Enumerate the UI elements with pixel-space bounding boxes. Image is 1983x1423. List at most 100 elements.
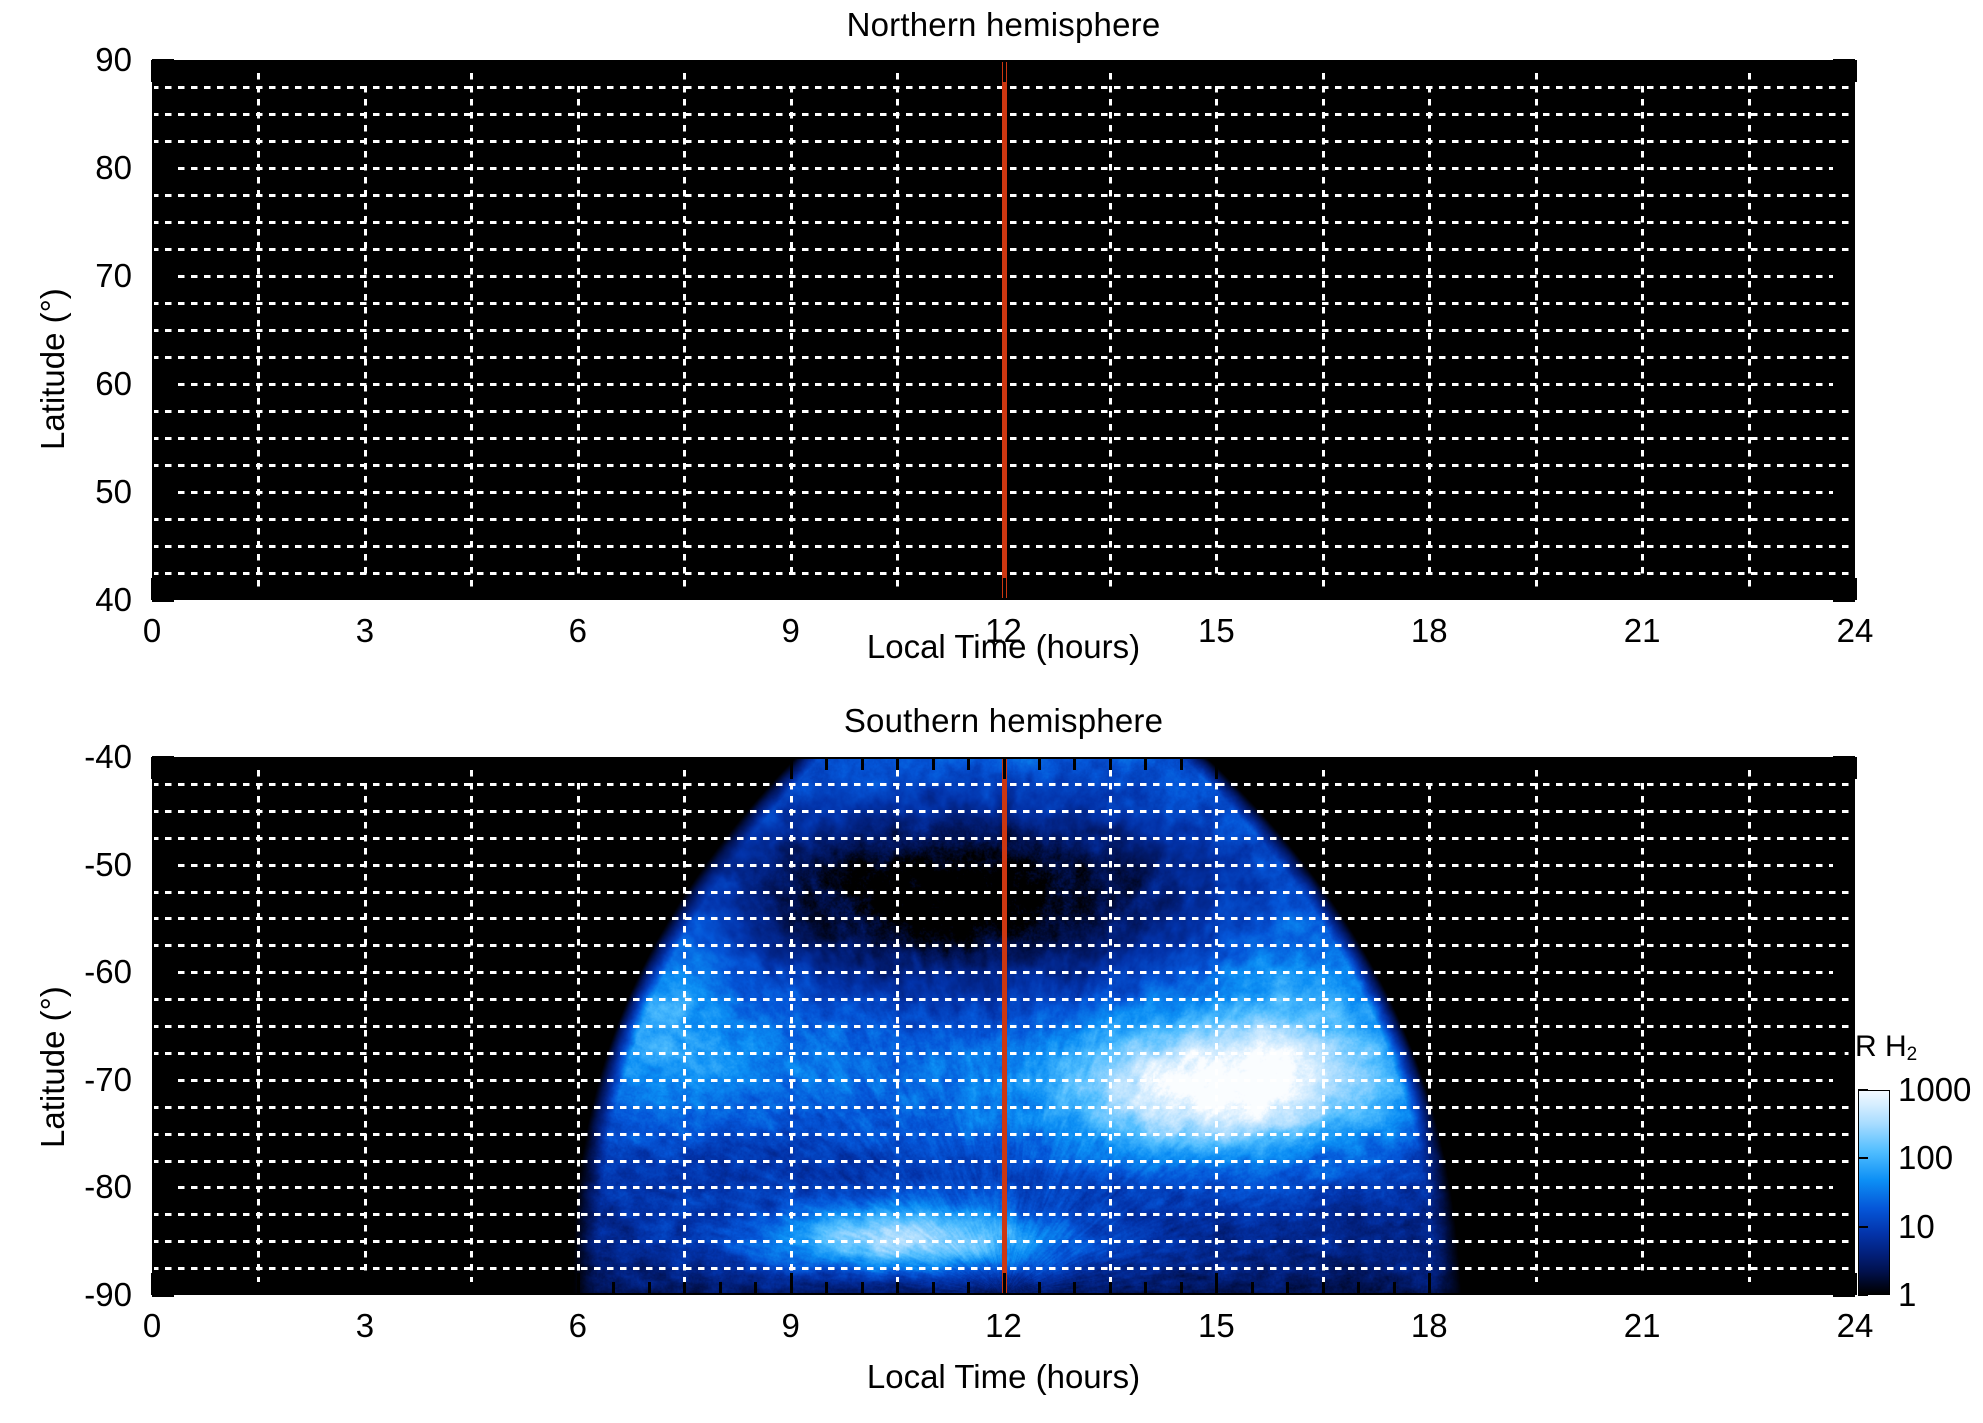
tick-y-minor: [152, 777, 165, 781]
tick-y-minor: [152, 799, 165, 803]
tick-x-minor: [967, 60, 971, 73]
tick-y-minor: [152, 123, 165, 127]
tick-x-minor: [612, 60, 616, 73]
tick-y-minor: [152, 1229, 165, 1233]
tick-x-minor: [257, 757, 261, 770]
tick-x-minor: [1250, 60, 1254, 73]
tick-x-major: [1002, 1273, 1006, 1295]
tick-x-minor: [1534, 757, 1538, 770]
colorbar-title-text: kR H: [1840, 1030, 1907, 1063]
tick-x-minor: [1357, 60, 1361, 73]
tick-y-minor: [1842, 512, 1855, 516]
tick-x-major: [1428, 578, 1432, 600]
tick-x-minor: [292, 1282, 296, 1295]
tick-x-major: [576, 578, 580, 600]
tick-x-minor: [931, 587, 935, 600]
gridline-vertical: [789, 60, 793, 600]
tick-y-minor: [1842, 188, 1855, 192]
tick-y-minor: [152, 426, 165, 430]
tick-x-minor: [1463, 587, 1467, 600]
tick-x-minor: [1144, 757, 1148, 770]
tick-x-minor: [434, 587, 438, 600]
tick-x-minor: [399, 587, 403, 600]
tick-x-minor: [1286, 587, 1290, 600]
colorbar-tick-label: 1000: [1898, 1071, 1972, 1108]
tick-y-minor: [1842, 469, 1855, 473]
colorbar-title: kR H2: [1840, 1030, 1917, 1066]
tick-x-major: [1215, 60, 1219, 82]
tick-x-minor: [754, 757, 758, 770]
tick-x-minor: [1499, 60, 1503, 73]
tick-y-minor: [1842, 145, 1855, 149]
tick-x-minor: [1676, 587, 1680, 600]
tick-x-major: [789, 1273, 793, 1295]
gridline-vertical: [1534, 60, 1538, 600]
gridline-vertical: [1641, 60, 1645, 600]
tick-y-major: [1833, 1294, 1855, 1297]
tick-y-minor: [1842, 820, 1855, 824]
tick-x-minor: [1179, 1282, 1183, 1295]
tick-x-minor: [292, 60, 296, 73]
tick-x-minor: [967, 757, 971, 770]
tick-x-minor: [1712, 1282, 1716, 1295]
tick-y-minor: [1842, 928, 1855, 932]
panel-title-north: Northern hemisphere: [846, 6, 1161, 43]
tick-y-major: [152, 491, 174, 494]
tick-y-major: [1833, 756, 1855, 759]
gridline-vertical: [576, 60, 580, 600]
tick-y-minor: [1842, 123, 1855, 127]
tick-x-minor: [1747, 60, 1751, 73]
tick-x-minor: [683, 1282, 687, 1295]
tick-x-major: [1641, 757, 1645, 779]
tick-x-minor: [612, 587, 616, 600]
tick-y-minor: [1842, 1100, 1855, 1104]
tick-x-major: [1002, 757, 1006, 779]
tick-x-major: [1641, 1273, 1645, 1295]
gridline-vertical: [683, 60, 687, 600]
tick-x-minor: [647, 587, 651, 600]
tick-x-minor: [1357, 757, 1361, 770]
tick-y-minor: [1842, 253, 1855, 257]
tick-y-minor: [152, 1272, 165, 1276]
tick-y-minor: [152, 1100, 165, 1104]
plot-area-south: [152, 757, 1855, 1295]
tick-y-major: [152, 971, 174, 975]
tick-x-minor: [1463, 757, 1467, 770]
colorbar-tick: [1858, 1225, 1868, 1228]
tick-x-minor: [683, 587, 687, 600]
gridline-vertical: [363, 60, 367, 600]
tick-x-major: [1641, 578, 1645, 600]
tick-x-minor: [1073, 587, 1077, 600]
y-tick-label: 50: [95, 473, 132, 510]
tick-x-minor: [1570, 60, 1574, 73]
tick-x-minor: [1392, 757, 1396, 770]
tick-y-minor: [152, 577, 165, 581]
tick-x-minor: [1250, 1282, 1254, 1295]
tick-y-minor: [1842, 534, 1855, 538]
tick-x-minor: [1108, 757, 1112, 770]
tick-x-minor: [967, 587, 971, 600]
tick-x-minor: [1676, 60, 1680, 73]
tick-x-minor: [718, 1282, 722, 1295]
tick-y-minor: [1842, 80, 1855, 84]
tick-y-major: [1833, 1186, 1855, 1190]
tick-x-minor: [896, 1282, 900, 1295]
tick-x-minor: [1037, 757, 1041, 770]
tick-y-major: [1833, 863, 1855, 867]
tick-x-minor: [754, 587, 758, 600]
tick-x-minor: [399, 757, 403, 770]
tick-x-minor: [221, 757, 225, 770]
tick-x-minor: [1250, 587, 1254, 600]
tick-x-minor: [1783, 587, 1787, 600]
tick-y-minor: [1842, 555, 1855, 559]
tick-y-minor: [152, 145, 165, 149]
tick-x-major: [576, 60, 580, 82]
tick-y-minor: [1842, 949, 1855, 953]
tick-y-minor: [152, 102, 165, 106]
tick-y-minor: [152, 318, 165, 322]
tick-x-minor: [1783, 757, 1787, 770]
tick-x-minor: [1463, 1282, 1467, 1295]
tick-y-minor: [1842, 447, 1855, 451]
tick-y-major: [152, 167, 174, 170]
tick-y-major: [1833, 275, 1855, 278]
